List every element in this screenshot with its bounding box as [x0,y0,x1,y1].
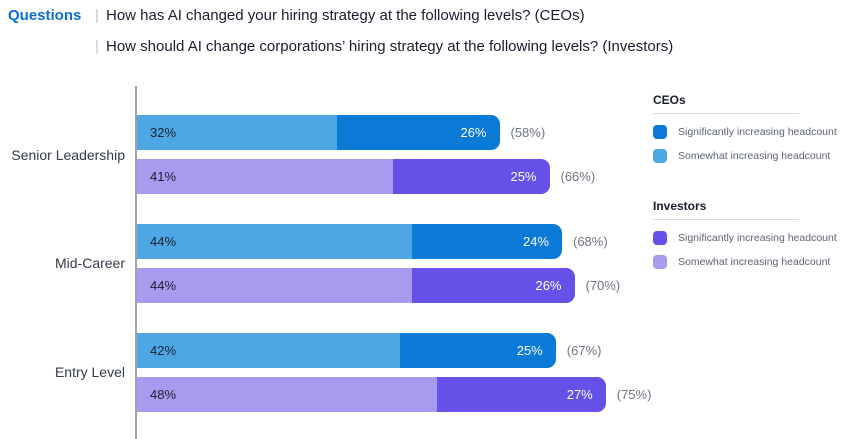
question-text-investors: How should AI change corporations’ hirin… [106,38,674,55]
bar-segment-somewhat: 41% [137,159,394,194]
category-label-entry-level: Entry Level [54,364,125,380]
legend-divider-line [653,113,799,114]
bar-total-label: (75%) [616,387,652,402]
bar-segment-significantly: 25% [399,333,556,368]
bar-segment-significantly: 25% [393,159,550,194]
bar-segment-significantly: 27% [437,377,606,412]
legend-item-ceo-somewhat: Somewhat increasing headcount [653,149,853,163]
category-label-mid-career: Mid-Career [54,255,125,271]
bar-value-label: 27% [566,387,593,402]
bar-investors-senior-leadership: 41% 25% (66%) [137,159,595,194]
bar-value-label: 44% [150,278,177,293]
bar-total-label: (67%) [566,343,602,358]
category-label-senior-leadership: Senior Leadership [11,147,125,163]
bar-value-label: 26% [460,125,487,140]
questions-label: Questions [8,7,82,24]
bar-value-label: 26% [535,278,562,293]
bar-segment-somewhat: 44% [137,224,412,259]
bar-value-label: 25% [510,169,537,184]
legend-item-investor-significantly: Significantly increasing headcount [653,231,853,245]
bar-total-label: (68%) [573,234,608,249]
legend-swatch [653,255,667,269]
bar-value-label: 32% [150,125,177,140]
legend-item-investor-somewhat: Somewhat increasing headcount [653,255,853,269]
legend-title: Investors [653,199,707,213]
bar-value-label: 25% [516,343,543,358]
question-divider: | [95,7,99,24]
legend: CEOs Significantly increasing headcount … [653,93,853,279]
y-axis-line [135,86,137,439]
bar-value-label: 42% [150,343,177,358]
question-divider: | [95,38,99,55]
bar-ceos-senior-leadership: 32% 26% (58%) [137,115,545,150]
bar-total-label: (70%) [585,278,621,293]
bar-segment-somewhat: 44% [137,268,412,303]
legend-swatch [653,149,667,163]
legend-item-ceo-significantly: Significantly increasing headcount [653,125,853,139]
legend-label: Somewhat increasing headcount [678,150,831,162]
question-text-ceos: How has AI changed your hiring strategy … [106,7,585,24]
bar-segment-somewhat: 42% [137,333,400,368]
bar-segment-significantly: 24% [412,224,562,259]
bar-ceos-mid-career: 44% 24% (68%) [137,224,608,259]
bar-investors-entry-level: 48% 27% (75%) [137,377,651,412]
bar-total-label: (66%) [560,169,596,184]
bar-ceos-entry-level: 42% 25% (67%) [137,333,601,368]
bar-value-label: 48% [150,387,177,402]
legend-title: CEOs [653,93,686,107]
bar-value-label: 41% [150,169,177,184]
legend-label: Significantly increasing headcount [678,126,837,138]
legend-divider-line [653,219,799,220]
legend-swatch [653,231,667,245]
legend-group-investors: Investors Significantly increasing headc… [653,199,853,269]
bar-investors-mid-career: 44% 26% (70%) [137,268,620,303]
bar-segment-somewhat: 32% [137,115,337,150]
legend-label: Somewhat increasing headcount [678,256,831,268]
bar-total-label: (58%) [510,125,546,140]
bar-segment-significantly: 26% [337,115,500,150]
legend-group-ceos: CEOs Significantly increasing headcount … [653,93,853,163]
bar-value-label: 24% [522,234,549,249]
legend-swatch [653,125,667,139]
bar-segment-significantly: 26% [412,268,575,303]
legend-label: Significantly increasing headcount [678,232,837,244]
bar-value-label: 44% [150,234,177,249]
bar-segment-somewhat: 48% [137,377,437,412]
